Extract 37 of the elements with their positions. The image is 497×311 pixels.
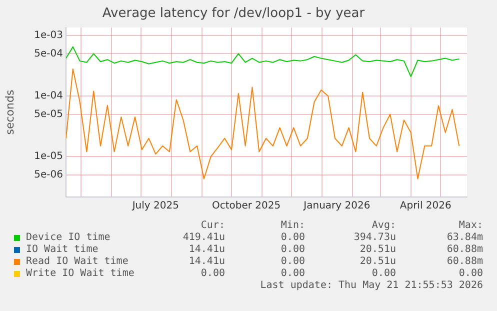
text: 60.88m	[446, 256, 483, 267]
text: 63.84m	[446, 232, 483, 243]
text: 14.41u	[188, 244, 225, 255]
x-tick-label: January 2026	[302, 200, 370, 212]
text: Max:	[458, 220, 483, 231]
y-tick-label: 1e-03	[34, 30, 63, 42]
text: 0.00	[372, 268, 396, 279]
y-tick-label: 5e-06	[34, 169, 63, 180]
text: 20.51u	[360, 256, 396, 267]
legend-label: IO Wait time	[26, 244, 98, 255]
text: 0.00	[200, 268, 225, 279]
text: Cur:	[200, 220, 225, 231]
chart-title: Average latency for /dev/loop1 - by year	[102, 6, 366, 22]
y-tick-label: 1e-04	[34, 90, 63, 102]
legend-label: Write IO Wait time	[26, 268, 134, 279]
y-tick-label: 5e-04	[34, 48, 63, 60]
text: 20.51u	[360, 244, 396, 255]
text: 14.41u	[188, 256, 225, 267]
text: 0.00	[280, 244, 305, 255]
text: 0.00	[280, 256, 305, 267]
text: 0.00	[280, 232, 305, 243]
legend-label: Device IO time	[26, 232, 110, 243]
text: Last update: Thu May 21 21:55:53 2026	[260, 280, 483, 291]
text: 60.88m	[446, 244, 483, 255]
text: 0.00	[458, 268, 483, 279]
text: Avg:	[372, 220, 396, 231]
y-tick-label: 5e-05	[34, 108, 63, 120]
text: 419.41u	[182, 232, 225, 243]
text: 0.00	[280, 268, 305, 279]
x-tick-label: July 2025	[131, 200, 179, 212]
x-tick-label: April 2026	[400, 200, 452, 212]
text: Min:	[280, 220, 305, 231]
y-tick-label: 1e-05	[34, 151, 63, 162]
text: 394.73u	[354, 232, 396, 243]
legend-label: Read IO Wait time	[26, 256, 128, 267]
y-axis-title: seconds	[3, 90, 16, 135]
x-tick-label: October 2025	[212, 200, 281, 212]
